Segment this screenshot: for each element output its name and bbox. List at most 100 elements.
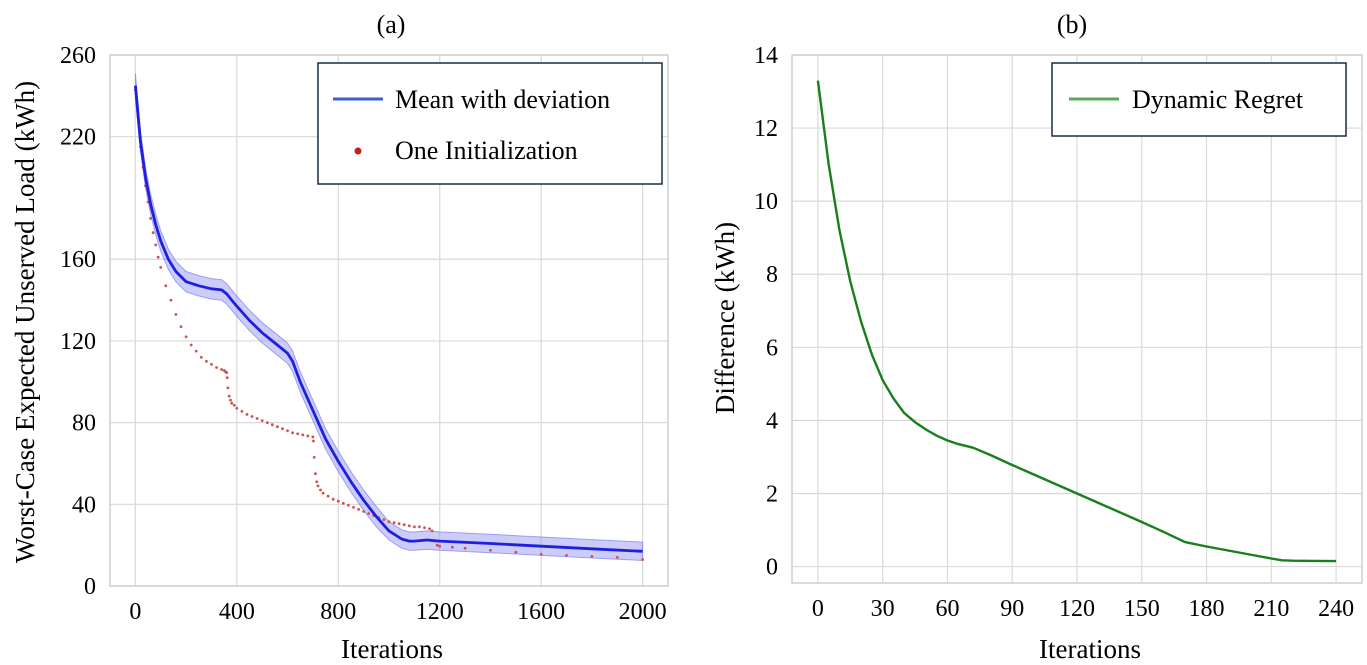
x-tick-label: 150 xyxy=(1124,596,1160,622)
one-initialization-point xyxy=(250,415,254,418)
one-initialization-point xyxy=(352,506,355,509)
panel-b-x-tick-labels: 0 30 60 90 120 150 180 210 240 xyxy=(812,596,1354,622)
x-tick-label: 400 xyxy=(219,599,255,625)
y-tick-label: 260 xyxy=(60,43,96,69)
one-initialization-point xyxy=(227,394,231,398)
y-tick-label: 120 xyxy=(60,329,96,355)
one-initialization-point xyxy=(291,431,294,435)
one-initialization-point xyxy=(326,494,330,498)
x-tick-label: 30 xyxy=(871,596,895,622)
one-initialization-point xyxy=(641,558,644,561)
panel-b-regret-line xyxy=(816,80,1337,563)
one-initialization-point xyxy=(347,503,350,507)
panel-b-y-axis-title: Difference (kWh) xyxy=(710,222,740,414)
y-tick-label: 12 xyxy=(754,116,778,142)
one-initialization-point xyxy=(314,472,317,476)
one-initialization-point xyxy=(215,366,218,369)
one-initialization-point xyxy=(205,359,208,363)
legend-dot-swatch xyxy=(354,147,362,155)
one-initialization-point xyxy=(413,525,416,529)
one-initialization-point xyxy=(341,501,345,505)
y-tick-label: 4 xyxy=(766,408,778,434)
one-initialization-point xyxy=(362,510,365,513)
one-initialization-point xyxy=(407,524,411,528)
one-initialization-point xyxy=(306,434,310,438)
one-initialization-point xyxy=(226,386,230,390)
x-tick-label: 240 xyxy=(1318,596,1354,622)
one-initialization-point xyxy=(451,545,454,549)
one-initialization-point xyxy=(156,255,160,259)
one-initialization-point xyxy=(164,284,168,288)
one-initialization-point xyxy=(229,398,232,402)
y-tick-label: 6 xyxy=(766,335,778,361)
panel-b-x-axis-title: Iterations xyxy=(1039,634,1141,664)
one-initialization-point xyxy=(210,363,213,366)
one-initialization-point xyxy=(321,491,325,495)
panel-a-y-tick-labels: 0 40 80 120 160 220 260 xyxy=(60,43,96,600)
one-initialization-point xyxy=(151,231,155,235)
one-initialization-point xyxy=(392,521,396,525)
one-initialization-point xyxy=(286,429,289,433)
x-tick-label: 800 xyxy=(320,599,356,625)
one-initialization-point xyxy=(336,499,340,503)
y-tick-label: 40 xyxy=(72,492,96,518)
one-initialization-point xyxy=(230,401,234,405)
panel-b-title: (b) xyxy=(1057,10,1087,39)
one-initialization-point xyxy=(590,555,594,558)
x-tick-label: 60 xyxy=(935,596,959,622)
one-initialization-point xyxy=(514,550,518,554)
mean-with-deviation-line xyxy=(134,85,643,553)
y-tick-label: 8 xyxy=(766,262,778,288)
dynamic-regret-line xyxy=(816,80,1337,563)
one-initialization-point xyxy=(174,313,178,316)
one-initialization-point xyxy=(270,423,274,427)
x-tick-label: 90 xyxy=(1000,596,1024,622)
one-initialization-point xyxy=(397,522,401,526)
one-initialization-point xyxy=(169,298,173,302)
one-initialization-point xyxy=(428,527,431,531)
one-initialization-point xyxy=(159,266,163,269)
x-tick-label: 0 xyxy=(129,599,141,625)
one-initialization-point xyxy=(276,425,279,429)
y-tick-label: 160 xyxy=(60,247,96,273)
one-initialization-point xyxy=(463,546,467,550)
one-initialization-point xyxy=(225,371,229,374)
panel-b-y-tick-labels: 0 2 4 6 8 10 12 14 xyxy=(754,43,778,581)
panel-a-frame xyxy=(109,54,669,587)
one-initialization-point xyxy=(232,403,236,407)
one-initialization-point xyxy=(367,512,371,515)
x-tick-label: 180 xyxy=(1189,596,1225,622)
one-initialization-point xyxy=(402,523,406,527)
one-initialization-point xyxy=(296,432,300,436)
panel-a-title: (a) xyxy=(377,10,406,39)
one-initialization-point xyxy=(423,526,426,530)
one-initialization-point xyxy=(438,544,442,548)
one-initialization-point xyxy=(265,421,269,424)
panel-a-legend: Mean with deviation One Initialization xyxy=(317,62,663,185)
one-initialization-point xyxy=(240,410,244,413)
x-tick-label: 1200 xyxy=(416,599,464,625)
one-initialization-point xyxy=(357,508,360,511)
one-initialization-point xyxy=(316,484,320,488)
y-tick-label: 0 xyxy=(84,574,96,600)
panel-a-mean-line xyxy=(134,85,643,553)
one-initialization-point xyxy=(489,548,492,552)
one-initialization-point xyxy=(615,556,619,559)
y-tick-label: 14 xyxy=(754,43,778,69)
one-initialization-point xyxy=(194,349,198,353)
panel-b-frame xyxy=(791,54,1363,584)
one-initialization-point xyxy=(430,529,434,533)
one-initialization-point xyxy=(255,417,259,420)
one-initialization-point xyxy=(311,435,315,439)
x-tick-label: 1600 xyxy=(517,599,565,625)
one-initialization-point xyxy=(312,455,316,459)
one-initialization-point xyxy=(331,497,335,501)
one-initialization-point xyxy=(435,543,439,547)
x-tick-label: 210 xyxy=(1253,596,1289,622)
one-initialization-point xyxy=(235,406,239,410)
y-tick-label: 80 xyxy=(72,411,96,437)
one-initialization-point xyxy=(184,335,188,339)
one-initialization-point xyxy=(312,439,315,443)
one-initialization-point xyxy=(382,518,386,521)
